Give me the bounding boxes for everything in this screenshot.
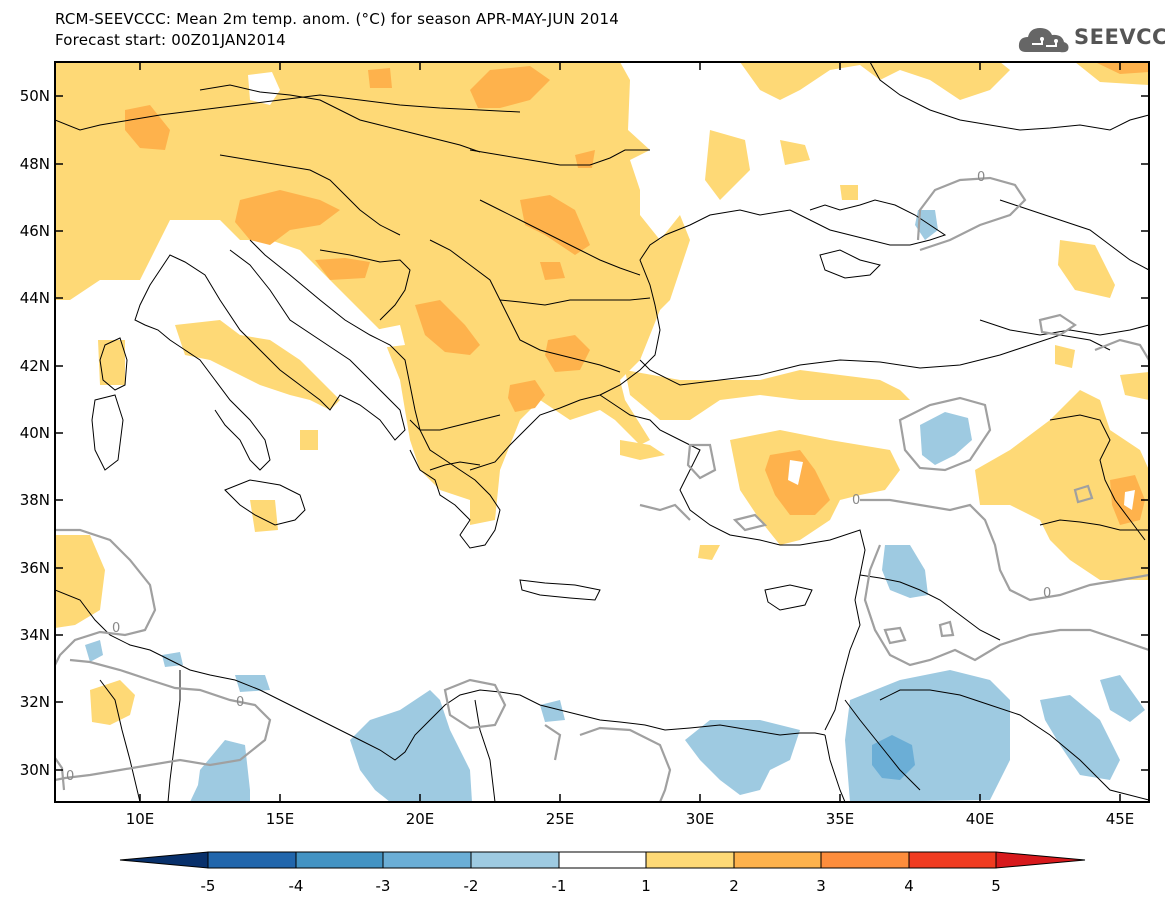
contour-label: 0: [66, 769, 74, 784]
colorbar-label: 4: [904, 877, 914, 895]
cloud-icon: [1018, 28, 1069, 53]
y-tick-label: 44N: [20, 289, 50, 307]
x-axis: [139, 62, 1121, 802]
colorbar-segment: [382, 851, 472, 869]
contour-label: 0: [236, 695, 244, 710]
y-tick-label: 42N: [20, 357, 50, 375]
colorbar-label: -2: [464, 877, 479, 895]
contour-label: 0: [1043, 586, 1051, 601]
colorbar: [119, 851, 1086, 869]
colorbar-segment: [207, 851, 297, 869]
y-tick-label: 40N: [20, 424, 50, 442]
colorbar-segment: [908, 851, 997, 869]
x-tick-label: 40E: [966, 810, 995, 828]
colorbar-segment: [470, 851, 560, 869]
x-tick-label: 15E: [266, 810, 295, 828]
colorbar-label: -3: [376, 877, 391, 895]
seevccc-logo: SEEVCCC: [1016, 22, 1165, 56]
y-tick-label: 34N: [20, 626, 50, 644]
colorbar-labels: -5 -4 -3 -2 -1 1 2 3 4 5: [201, 877, 1001, 895]
x-tick-labels: 10E 15E 20E 25E 30E 35E 40E 45E: [126, 810, 1135, 828]
x-tick-label: 20E: [406, 810, 435, 828]
colorbar-label: 1: [641, 877, 651, 895]
colorbar-segment: [558, 851, 647, 869]
colorbar-segment: [995, 851, 1086, 869]
x-tick-label: 30E: [686, 810, 715, 828]
colorbar-label: 2: [729, 877, 739, 895]
x-tick-label: 35E: [826, 810, 855, 828]
y-tick-label: 50N: [20, 87, 50, 105]
y-tick-label: 36N: [20, 559, 50, 577]
x-tick-label: 45E: [1106, 810, 1135, 828]
y-tick-label: 46N: [20, 222, 50, 240]
map-title: RCM-SEEVCCC: Mean 2m temp. anom. (°C) fo…: [55, 10, 619, 28]
forecast-start-label: Forecast start: 00Z01JAN2014: [55, 31, 286, 49]
coastlines: [55, 62, 1149, 802]
colorbar-segment: [119, 851, 209, 869]
zero-contours: [55, 176, 1149, 802]
neutral-holes: [175, 72, 1135, 510]
logo-text: SEEVCCC: [1074, 25, 1165, 49]
contour-label: 0: [977, 170, 985, 185]
y-axis: [55, 95, 1149, 771]
cool-anomaly-2-3: [872, 735, 915, 780]
y-tick-label: 38N: [20, 491, 50, 509]
anomaly-field: [55, 62, 1149, 802]
y-tick-labels: 50N 48N 46N 44N 42N 40N 38N 36N 34N 32N …: [20, 87, 50, 779]
contour-label: 0: [112, 621, 120, 636]
contour-label-group: 0 0 0 0 0 0: [66, 170, 1051, 784]
y-tick-label: 30N: [20, 761, 50, 779]
colorbar-segment: [733, 851, 822, 869]
cool-anomaly-1-2: [85, 210, 1145, 802]
x-tick-label: 10E: [126, 810, 155, 828]
colorbar-label: 5: [991, 877, 1001, 895]
colorbar-label: -5: [201, 877, 216, 895]
colorbar-segment: [820, 851, 910, 869]
y-tick-label: 48N: [20, 155, 50, 173]
contour-label: 0: [852, 493, 860, 508]
colorbar-label: -4: [289, 877, 304, 895]
colorbar-label: 3: [816, 877, 826, 895]
map-frame: [54, 61, 1150, 803]
colorbar-label: -1: [552, 877, 567, 895]
y-tick-label: 32N: [20, 693, 50, 711]
x-tick-label: 25E: [546, 810, 575, 828]
colorbar-segment: [645, 851, 735, 869]
colorbar-segment: [295, 851, 384, 869]
